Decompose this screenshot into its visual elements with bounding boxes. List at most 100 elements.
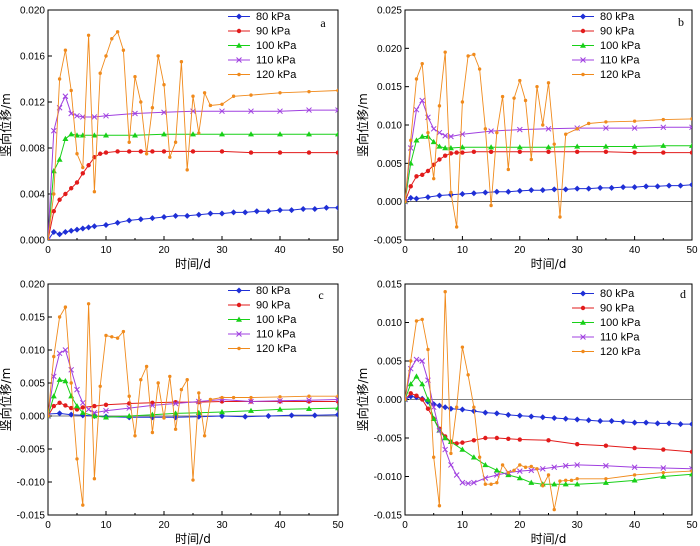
- x-tick-label: 40: [274, 245, 286, 256]
- data-point: [56, 376, 63, 382]
- data-point: [516, 468, 523, 474]
- legend-entry: 90 kPa: [600, 303, 635, 315]
- data-point: [208, 103, 213, 108]
- data-point: [413, 356, 420, 363]
- x-tick-label: 10: [100, 245, 112, 256]
- y-tick-label: -0.005: [17, 445, 46, 456]
- data-point: [448, 462, 454, 468]
- data-point: [48, 413, 51, 419]
- data-point: [52, 192, 56, 196]
- data-point: [195, 211, 202, 218]
- data-point: [442, 446, 449, 453]
- y-tick-label: 0.010: [377, 121, 402, 132]
- data-point: [690, 117, 692, 121]
- y-tick-label: 0.004: [20, 190, 45, 201]
- data-point: [483, 127, 488, 131]
- data-point: [80, 405, 86, 410]
- series-110-kPa: [48, 347, 338, 419]
- data-point: [512, 96, 516, 100]
- legend-swatch-marker: [581, 349, 585, 354]
- data-point: [202, 434, 207, 438]
- data-point: [506, 167, 511, 172]
- data-point: [661, 150, 666, 155]
- data-point: [92, 477, 97, 481]
- data-point: [488, 149, 494, 155]
- legend-entry: 120 kPa: [600, 69, 641, 81]
- data-point: [409, 359, 413, 363]
- data-point: [483, 435, 488, 441]
- panel-label: d: [680, 287, 686, 301]
- data-point: [528, 187, 535, 194]
- data-point: [505, 188, 512, 195]
- data-point: [516, 475, 523, 481]
- legend-entry: 80 kPa: [256, 285, 291, 297]
- data-point: [81, 503, 85, 507]
- data-point: [442, 145, 449, 151]
- data-point: [442, 153, 448, 158]
- y-axis-label: 竖向位移/m: [355, 93, 370, 157]
- data-point: [185, 378, 189, 382]
- data-point: [202, 91, 207, 95]
- y-tick-label: 0.012: [20, 98, 45, 109]
- data-point: [156, 381, 160, 385]
- data-point: [585, 417, 592, 424]
- data-point: [74, 180, 80, 185]
- data-point: [574, 481, 581, 487]
- series-110-kPa: [405, 356, 692, 487]
- data-point: [528, 413, 535, 420]
- x-tick-label: 50: [332, 520, 344, 531]
- data-point: [62, 135, 69, 141]
- x-tick-label: 20: [514, 520, 526, 531]
- data-point: [562, 481, 569, 487]
- y-tick-label: -0.015: [374, 511, 403, 522]
- data-point: [68, 411, 75, 418]
- data-point: [471, 479, 477, 486]
- data-point: [197, 131, 201, 135]
- data-point: [466, 373, 470, 377]
- x-tick-label: 50: [332, 245, 344, 256]
- data-point: [103, 150, 109, 155]
- legend-entry: 120 kPa: [600, 346, 641, 358]
- data-point: [278, 91, 282, 95]
- y-axis-label: 竖向位移/m: [0, 368, 13, 432]
- data-point: [110, 37, 114, 41]
- data-point: [661, 117, 665, 122]
- data-point: [249, 395, 253, 400]
- x-axis-label: 时间/d: [175, 532, 211, 546]
- data-point: [86, 33, 91, 37]
- data-point: [335, 131, 338, 137]
- data-point: [126, 217, 133, 224]
- data-point: [110, 335, 114, 339]
- data-point: [666, 420, 673, 427]
- data-point: [460, 100, 465, 104]
- data-point: [500, 463, 505, 467]
- y-tick-label: -0.010: [374, 472, 403, 483]
- legend-entry: 110 kPa: [256, 329, 296, 341]
- data-point: [459, 406, 466, 413]
- data-point: [68, 366, 75, 373]
- data-point: [335, 107, 338, 113]
- data-point: [103, 112, 109, 119]
- data-point: [137, 216, 144, 223]
- data-point: [307, 89, 311, 94]
- data-point: [48, 414, 50, 418]
- data-point: [424, 396, 431, 402]
- series-line: [405, 184, 692, 203]
- data-point: [506, 470, 511, 475]
- data-point: [442, 404, 449, 411]
- data-point: [126, 413, 133, 419]
- y-tick-label: 0.015: [377, 82, 402, 93]
- y-tick-label: 0.020: [20, 6, 45, 17]
- data-point: [132, 132, 138, 138]
- data-point: [132, 110, 138, 117]
- y-tick-label: 0.020: [20, 280, 45, 291]
- x-tick-label: 20: [158, 520, 170, 531]
- data-point: [551, 186, 558, 193]
- data-point: [528, 479, 535, 485]
- data-point: [551, 464, 558, 471]
- data-point: [63, 305, 68, 309]
- data-point: [690, 469, 692, 473]
- data-point: [253, 208, 260, 215]
- y-tick-label: 0.010: [377, 318, 402, 329]
